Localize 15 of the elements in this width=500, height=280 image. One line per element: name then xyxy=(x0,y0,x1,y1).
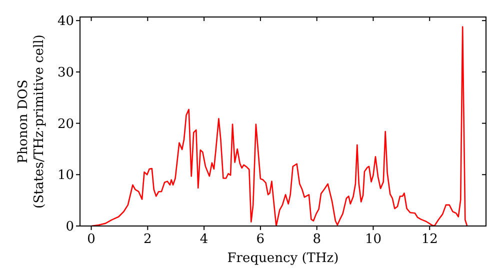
y-tick-label: 0 xyxy=(66,220,74,234)
x-tick-label: 8 xyxy=(312,232,321,247)
x-tick-label: 0 xyxy=(87,232,96,247)
x-axis-title: Frequency (THz) xyxy=(227,251,339,266)
y-tick-label: 20 xyxy=(57,116,74,132)
y-tick-label: 10 xyxy=(57,168,74,184)
line-series xyxy=(90,26,468,226)
y-tick-label: 30 xyxy=(57,65,74,80)
x-tick-label: 4 xyxy=(200,232,208,247)
y-axis-title: Phonon DOS (States/THz·primitive cell) xyxy=(16,34,47,209)
y-tick-label: 40 xyxy=(57,14,74,30)
x-tick-label: 6 xyxy=(256,232,265,247)
x-tick-label: 2 xyxy=(144,232,152,247)
x-tick-label: 12 xyxy=(421,232,438,247)
x-tick-label: 10 xyxy=(364,232,382,247)
